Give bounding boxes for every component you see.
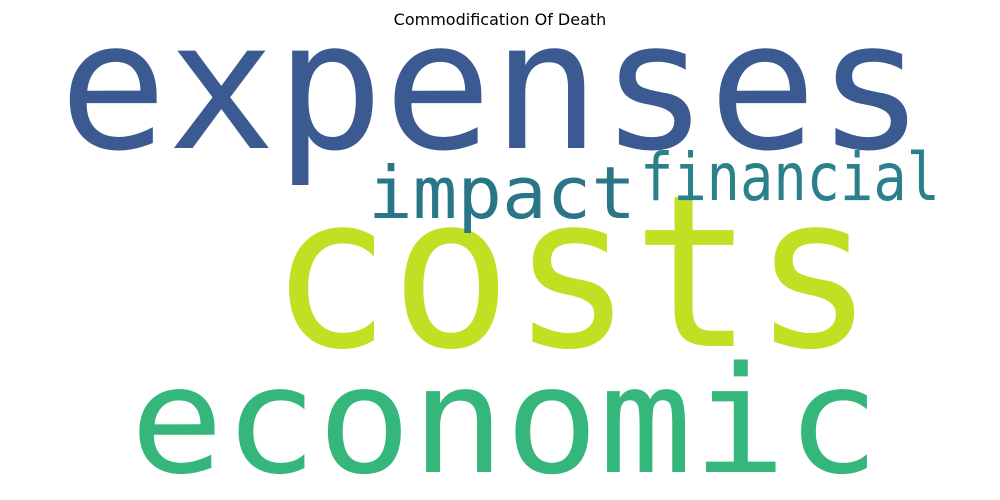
chart-title: Commodification Of Death xyxy=(393,10,607,29)
word-impact: impact xyxy=(368,151,636,235)
word-economic: economic xyxy=(130,335,880,500)
word-expenses: expenses xyxy=(59,0,925,190)
word-costs: costs xyxy=(270,149,874,396)
word-financial: financial xyxy=(640,139,940,216)
